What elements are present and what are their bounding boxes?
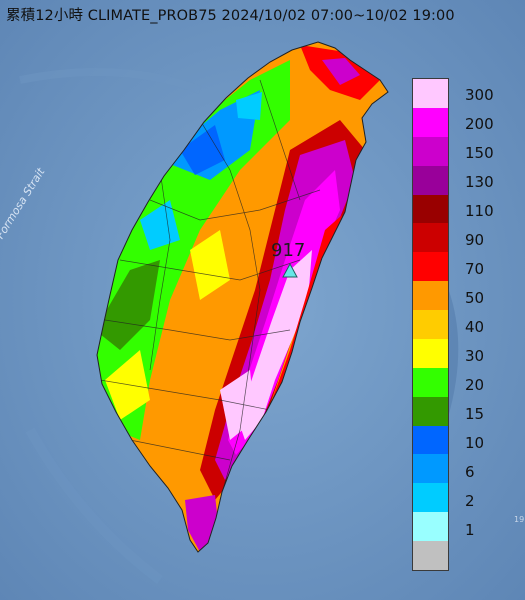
- legend-swatch: [413, 165, 448, 195]
- legend-swatch: [413, 425, 448, 455]
- legend-label: 130: [465, 172, 494, 191]
- legend-swatch: [413, 396, 448, 426]
- legend-label: 110: [465, 201, 494, 220]
- legend-swatch: [413, 541, 448, 570]
- legend-swatch: [413, 79, 448, 108]
- legend-label: 10: [465, 433, 485, 452]
- legend-swatch: [413, 136, 448, 166]
- legend-label: 2: [465, 491, 475, 510]
- legend-swatch: [413, 338, 448, 368]
- legend-swatch: [413, 454, 448, 484]
- legend-swatch: [413, 367, 448, 397]
- legend-label: 50: [465, 288, 485, 307]
- legend-label: 70: [465, 259, 485, 278]
- legend-label: 150: [465, 143, 494, 162]
- legend-swatch: [413, 223, 448, 253]
- legend-label: 6: [465, 462, 475, 481]
- legend-label: 30: [465, 346, 485, 365]
- legend-label: 300: [465, 85, 494, 104]
- peak-value-label: 917: [271, 240, 306, 261]
- legend-label: 40: [465, 317, 485, 336]
- legend-swatch: [413, 483, 448, 513]
- legend-swatch: [413, 281, 448, 310]
- peak-marker-icon: [282, 262, 298, 278]
- corner-fragment: 19: [514, 515, 525, 524]
- legend-labels: 300 200 150 130 110 90 70 50 40 30 20 15 10 6 2 1: [465, 78, 520, 571]
- color-legend: [412, 78, 449, 571]
- legend-swatch: [413, 252, 448, 282]
- legend-label: 1: [465, 520, 475, 539]
- legend-swatch: [413, 310, 448, 339]
- legend-label: 15: [465, 404, 485, 423]
- legend-swatch: [413, 194, 448, 224]
- legend-swatch: [413, 107, 448, 137]
- legend-label: 20: [465, 375, 485, 394]
- map-title: 累積12小時 CLIMATE_PROB75 2024/10/02 07:00~1…: [6, 8, 455, 24]
- legend-label: 200: [465, 114, 494, 133]
- legend-label: 90: [465, 230, 485, 249]
- legend-swatch: [413, 512, 448, 541]
